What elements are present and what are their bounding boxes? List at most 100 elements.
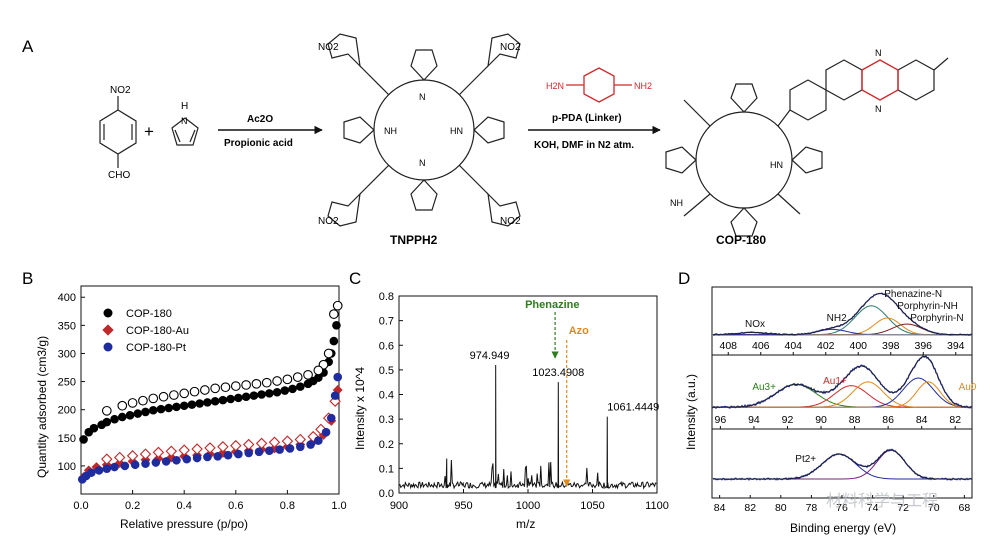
b-data-point [226,394,235,404]
tnpp-n-top: N [419,92,426,102]
legend-marker-cop180 [103,308,113,318]
pyrrole-n-label: N [181,116,188,126]
b-data-point [102,464,112,474]
d-fit-envelope [713,449,972,480]
b-data-point [101,405,112,416]
b-data-point [234,449,243,459]
b-data-point [275,445,284,454]
b-data-point [127,398,138,408]
cop-n-top: N [875,48,882,58]
panel-b-legend: COP-180 COP-180-Au COP-180-Pt [102,308,189,354]
d-xtick-label: 398 [882,340,900,352]
b-data-point [330,391,340,400]
d-xtick-label: 82 [949,414,961,426]
b-data-point [152,446,165,459]
b-data-point [303,369,313,380]
b-data-point [288,384,297,394]
c-annotation-phenazine: Phenazine [525,299,579,311]
linker-amine-right: NH2 [634,81,652,91]
b-data-point [178,444,190,456]
b-data-point [257,390,266,399]
b-data-point [213,452,223,461]
tnpp-nitro-bl: NO2 [318,216,339,227]
legend-label-cop180: COP-180 [126,308,172,320]
d-fit-envelope [711,355,973,408]
d-xtick-label: 78 [806,502,818,514]
b-data-point [117,400,128,411]
c-xtick-label: 1100 [645,500,669,512]
b-data-point [268,436,281,449]
tnpp-porphyrin-structure [327,33,521,227]
aldehyde-label: CHO [108,170,130,181]
b-data-point [323,348,334,359]
panel-c-axes [398,295,658,494]
d-peak-label: NOx [745,319,765,330]
b-data-point [187,400,197,409]
b-data-point [126,450,139,462]
b-data-point [204,442,216,454]
c-ytick-label: 0.4 [379,390,394,402]
b-data-point [101,453,113,465]
b-data-point [110,462,119,472]
d-peak-label: Pt2+ [795,454,816,465]
b-ytick-label: 250 [58,377,76,389]
pyrrole-structure [171,117,199,146]
panel-label-b: B [22,269,33,288]
b-data-point [141,407,150,417]
d-xtick-label: 82 [744,502,756,514]
d-fit-component [711,383,972,408]
d-xtick-label: 84 [916,414,928,426]
b-data-point [125,410,135,420]
product-label: COP-180 [716,233,766,247]
tnpp-nh-label: NH [384,126,397,136]
b-data-point [87,468,96,477]
cop-hn-label: HN [770,160,783,170]
panel-c-ylabel: Intensity x 10^4 [353,367,367,450]
b-data-point [165,445,178,458]
step2-conditions: KOH, DMF in N2 atm. [534,140,634,151]
legend-marker-cop180-au [102,324,114,336]
d-peak-label: Au0 [959,382,977,393]
b-ytick-label: 150 [58,433,76,445]
b-data-point [179,388,190,399]
b-ytick-label: 100 [58,461,76,473]
panel-d-chart: D 408 406 404 402 400 398 396 394 96 94 92 90 88 86 84… [678,269,977,535]
b-data-point [195,399,204,408]
b-data-point [280,386,290,395]
linker-amine-left: H2N [546,81,564,91]
nitro-group-label: NO2 [110,85,131,96]
b-data-point [199,385,210,395]
panel-label-d: D [678,269,690,288]
d-raw-spectrum [712,448,973,481]
c-annotation-azo: Azo [569,325,589,337]
panel-b-xlabel: Relative pressure (p/po) [120,517,248,531]
b-ytick-label: 300 [58,348,76,360]
panel-c-chart: C 900 950 1000 1050 1100 0.0 0.1 0.2 0.3 0.4 0.5 0.… [349,269,669,531]
d-fit-envelope [712,293,973,336]
d-xtick-label: 402 [817,340,835,352]
legend-marker-cop180-pt [103,342,113,352]
d-xtick-label: 86 [882,414,894,426]
b-data-point [296,442,305,452]
tnpp-nitro-tr: NO2 [500,42,521,53]
d-xtick-label: 68 [959,502,971,514]
panel-b-chart: B 0.0 0.2 0.4 0.6 0.8 1.0 100 150 200 250 300 350 40… [22,269,347,531]
b-data-point [242,438,255,451]
cop180-porphyrin-structure [665,57,949,237]
b-ytick-label: 200 [58,405,76,417]
d-fit-component [713,453,972,480]
b-data-point [156,404,166,414]
b-data-point [261,377,272,388]
cop180-linker-ring [861,59,899,101]
b-data-point [120,461,130,471]
legend-label-cop180-pt: COP-180-Pt [126,342,186,354]
cop-n-bottom: N [875,104,882,114]
b-data-point [110,414,119,424]
b-data-point [151,458,161,467]
c-xtick-label: 1000 [516,500,540,512]
c-peak-label: 1061.4449 [607,402,659,414]
d-xtick-label: 84 [714,502,726,514]
b-data-point [326,413,336,423]
panel-b-ylabel: Quantity adsorbed (cm3/g) [35,336,49,478]
tnpp-n-bottom: N [419,158,426,168]
